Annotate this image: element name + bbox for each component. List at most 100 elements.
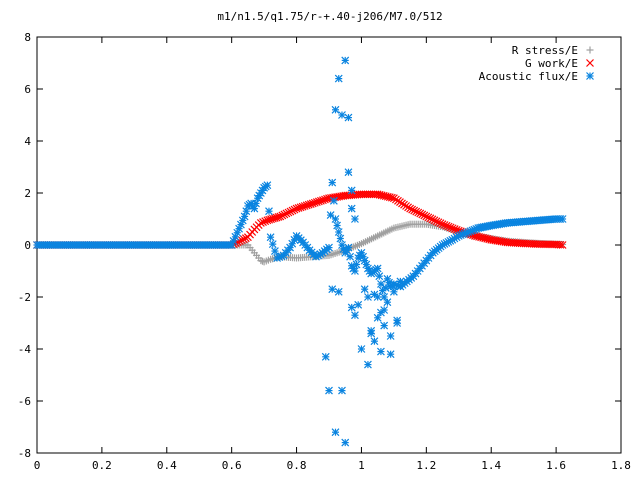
data-point (376, 280, 385, 288)
data-point (444, 222, 453, 231)
y-tick-label: -4 (18, 343, 32, 356)
data-point (334, 228, 343, 236)
data-point (351, 311, 359, 320)
data-point (376, 347, 385, 356)
data-point (347, 186, 356, 195)
data-point (338, 386, 346, 395)
data-point (412, 207, 421, 216)
data-point (328, 178, 337, 187)
data-point (256, 218, 265, 227)
legend-label: R stress/E (512, 44, 578, 57)
data-point (424, 213, 433, 222)
y-tick-label: 2 (24, 187, 31, 200)
x-tick-label: 0.4 (157, 459, 177, 472)
data-point (438, 220, 447, 229)
x-tick-label: 0.6 (222, 459, 242, 472)
data-point (242, 207, 251, 216)
data-point (422, 212, 431, 221)
data-point (237, 236, 246, 245)
x-tick-label: 0.2 (92, 459, 112, 472)
data-point (351, 267, 359, 275)
data-point (428, 215, 437, 224)
data-point (430, 216, 439, 225)
data-point (278, 211, 287, 220)
data-point (364, 293, 372, 301)
data-point (347, 303, 356, 312)
y-tick-label: 8 (24, 31, 31, 44)
data-point (331, 105, 340, 114)
data-point (331, 215, 340, 223)
legend-label: Acoustic flux/E (479, 70, 578, 83)
data-point (386, 332, 395, 340)
data-point (380, 321, 389, 330)
data-point (448, 224, 457, 233)
data-point (352, 260, 361, 269)
y-tick-label: -2 (18, 291, 31, 304)
data-point (282, 209, 291, 218)
data-point (321, 352, 330, 361)
data-point (351, 215, 359, 223)
data-point (442, 221, 451, 230)
data-point (325, 243, 333, 252)
data-point (380, 306, 389, 314)
legend-marker (586, 59, 594, 67)
data-point (346, 252, 355, 261)
data-point (276, 212, 285, 221)
data-point (364, 360, 372, 369)
data-point (414, 208, 423, 217)
data-point (410, 206, 419, 215)
series-2 (33, 56, 567, 447)
data-point (284, 208, 293, 217)
x-tick-label: 1.8 (611, 459, 631, 472)
data-point (280, 210, 289, 219)
y-tick-label: 6 (24, 83, 31, 96)
data-point (259, 218, 267, 226)
data-point (375, 272, 384, 281)
series-layer (33, 56, 567, 447)
legend-label: G work/E (525, 57, 578, 70)
data-point (393, 319, 402, 327)
data-point (252, 199, 260, 208)
data-point (329, 196, 338, 205)
data-point (373, 264, 382, 273)
data-point (341, 56, 350, 65)
data-point (344, 113, 353, 122)
data-point (387, 193, 396, 202)
data-point (408, 205, 417, 214)
data-point (370, 337, 379, 346)
data-point (326, 211, 335, 220)
x-tick-label: 0 (34, 459, 41, 472)
data-point (396, 277, 405, 286)
data-point (325, 386, 333, 395)
data-point (334, 287, 343, 296)
data-point (290, 205, 299, 214)
data-point (386, 350, 395, 359)
data-point (406, 204, 415, 213)
data-point (452, 225, 461, 234)
data-point (440, 221, 449, 229)
data-point (265, 207, 273, 216)
y-tick-label: -6 (18, 395, 31, 408)
x-tick-label: 0.8 (287, 459, 307, 472)
data-point (333, 221, 342, 230)
x-tick-label: 1.4 (481, 459, 501, 472)
data-point (344, 168, 353, 177)
data-point (418, 210, 427, 219)
data-point (556, 240, 565, 249)
data-point (347, 204, 356, 213)
axis-ticks: 0 0.2 0.4 0.6 0.8 1 1.2 1.4 1.6 1.8 -8 -6 -4 -2 0 2 4 6 8 (18, 31, 631, 472)
legend-marker (586, 46, 594, 54)
y-tick-label: -8 (18, 447, 31, 460)
y-tick-label: 4 (24, 135, 31, 148)
data-point (383, 298, 392, 307)
data-point (360, 285, 369, 294)
legend-marker (586, 72, 594, 80)
data-point (331, 428, 340, 437)
data-point (446, 223, 455, 232)
data-point (373, 293, 382, 301)
data-point (558, 215, 567, 223)
x-tick-label: 1.6 (546, 459, 566, 472)
data-point (239, 235, 248, 244)
data-point (336, 234, 345, 243)
data-point (288, 206, 297, 215)
